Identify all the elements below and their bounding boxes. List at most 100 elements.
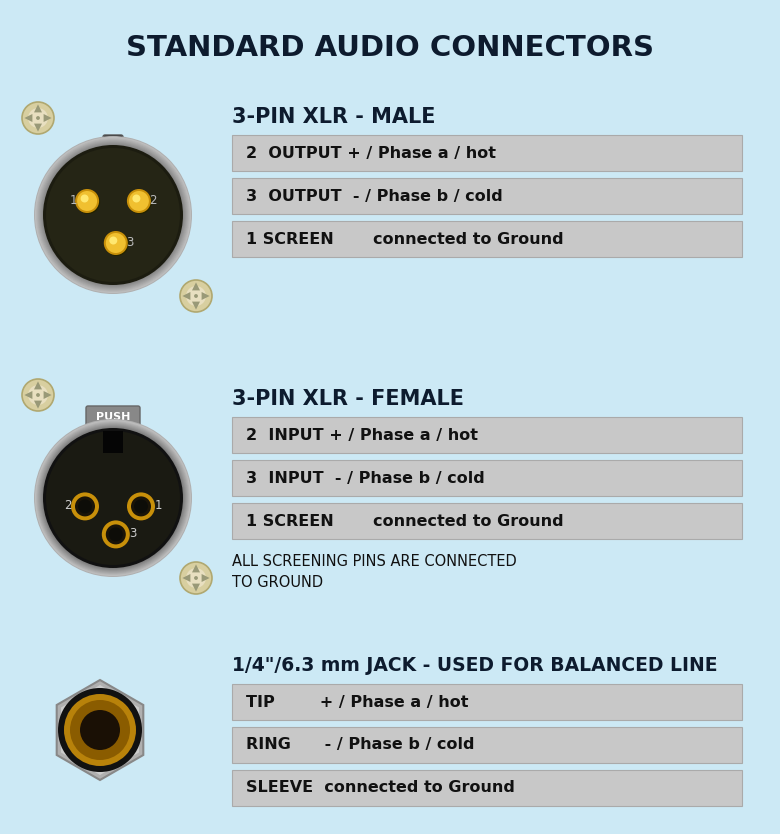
Circle shape xyxy=(128,190,152,214)
Polygon shape xyxy=(192,565,200,572)
Circle shape xyxy=(38,423,188,573)
Circle shape xyxy=(43,145,183,285)
Bar xyxy=(232,684,742,720)
Circle shape xyxy=(194,576,198,580)
Circle shape xyxy=(43,428,183,568)
Bar xyxy=(232,221,742,257)
Circle shape xyxy=(108,527,122,541)
Polygon shape xyxy=(24,391,33,399)
Circle shape xyxy=(36,393,40,397)
Circle shape xyxy=(105,232,129,256)
Text: SLEEVE  connected to Ground: SLEEVE connected to Ground xyxy=(246,781,515,796)
Bar xyxy=(232,417,742,453)
Circle shape xyxy=(104,231,128,255)
Text: 2  OUTPUT + / Phase a / hot: 2 OUTPUT + / Phase a / hot xyxy=(246,145,496,160)
Circle shape xyxy=(35,137,191,293)
Polygon shape xyxy=(183,574,190,582)
Circle shape xyxy=(39,424,187,572)
Bar xyxy=(232,135,742,171)
Circle shape xyxy=(64,694,136,766)
Circle shape xyxy=(37,422,189,574)
Polygon shape xyxy=(192,584,200,591)
Circle shape xyxy=(34,136,192,294)
Circle shape xyxy=(180,562,212,594)
Polygon shape xyxy=(44,114,51,122)
Text: 3-PIN XLR - FEMALE: 3-PIN XLR - FEMALE xyxy=(232,389,464,409)
Circle shape xyxy=(75,496,95,516)
Polygon shape xyxy=(57,680,144,780)
Text: 1/4"/6.3 mm JACK - USED FOR BALANCED LINE: 1/4"/6.3 mm JACK - USED FOR BALANCED LIN… xyxy=(232,656,718,675)
Text: 3: 3 xyxy=(129,527,136,540)
Polygon shape xyxy=(183,292,190,300)
Circle shape xyxy=(106,233,126,253)
FancyBboxPatch shape xyxy=(103,431,123,453)
Polygon shape xyxy=(201,574,210,582)
Circle shape xyxy=(80,710,120,750)
Bar xyxy=(232,727,742,763)
Circle shape xyxy=(46,431,180,565)
Circle shape xyxy=(194,294,198,298)
Text: 1: 1 xyxy=(69,193,77,207)
Circle shape xyxy=(28,385,48,405)
Text: 2: 2 xyxy=(149,193,157,207)
Circle shape xyxy=(77,191,97,211)
Circle shape xyxy=(186,568,206,588)
Circle shape xyxy=(131,496,151,516)
Circle shape xyxy=(102,520,129,549)
Text: TIP        + / Phase a / hot: TIP + / Phase a / hot xyxy=(246,695,469,710)
Circle shape xyxy=(40,142,186,288)
Text: 1: 1 xyxy=(154,499,161,512)
Polygon shape xyxy=(24,114,33,122)
Polygon shape xyxy=(34,123,42,132)
Text: ALL SCREENING PINS ARE CONNECTED
TO GROUND: ALL SCREENING PINS ARE CONNECTED TO GROU… xyxy=(232,554,516,590)
Text: 2: 2 xyxy=(64,499,72,512)
FancyBboxPatch shape xyxy=(86,406,140,428)
Circle shape xyxy=(40,425,186,571)
Polygon shape xyxy=(34,381,42,389)
Text: 1 SCREEN       connected to Ground: 1 SCREEN connected to Ground xyxy=(246,514,564,529)
Circle shape xyxy=(28,108,48,128)
Polygon shape xyxy=(34,400,42,409)
Text: 3  INPUT  - / Phase b / cold: 3 INPUT - / Phase b / cold xyxy=(246,470,484,485)
Circle shape xyxy=(129,191,149,211)
Circle shape xyxy=(46,148,180,282)
Polygon shape xyxy=(192,302,200,309)
Circle shape xyxy=(37,139,189,291)
Circle shape xyxy=(38,140,188,290)
Polygon shape xyxy=(34,104,42,113)
Circle shape xyxy=(36,421,190,575)
Polygon shape xyxy=(61,685,139,775)
Circle shape xyxy=(34,419,192,577)
Circle shape xyxy=(22,379,54,411)
Circle shape xyxy=(127,492,155,520)
Text: STANDARD AUDIO CONNECTORS: STANDARD AUDIO CONNECTORS xyxy=(126,34,654,62)
Bar xyxy=(232,503,742,539)
Text: 3: 3 xyxy=(126,235,133,249)
Circle shape xyxy=(22,102,54,134)
Circle shape xyxy=(109,237,117,244)
Polygon shape xyxy=(192,283,200,290)
Bar xyxy=(232,460,742,496)
Circle shape xyxy=(134,500,148,514)
Text: RING      - / Phase b / cold: RING - / Phase b / cold xyxy=(246,737,474,752)
Circle shape xyxy=(133,194,140,203)
Circle shape xyxy=(36,138,190,292)
Circle shape xyxy=(58,688,142,772)
Text: 1 SCREEN       connected to Ground: 1 SCREEN connected to Ground xyxy=(246,232,564,247)
Polygon shape xyxy=(201,292,210,300)
Circle shape xyxy=(75,189,99,213)
Circle shape xyxy=(106,525,126,545)
Text: 2  INPUT + / Phase a / hot: 2 INPUT + / Phase a / hot xyxy=(246,428,478,443)
Text: 3  OUTPUT  - / Phase b / cold: 3 OUTPUT - / Phase b / cold xyxy=(246,188,503,203)
Circle shape xyxy=(71,492,99,520)
Circle shape xyxy=(127,189,151,213)
Circle shape xyxy=(76,190,100,214)
Circle shape xyxy=(80,194,89,203)
Circle shape xyxy=(180,280,212,312)
Text: PUSH: PUSH xyxy=(96,412,130,422)
FancyBboxPatch shape xyxy=(103,135,123,149)
Circle shape xyxy=(186,286,206,306)
Circle shape xyxy=(70,700,130,760)
Circle shape xyxy=(35,420,191,576)
Bar xyxy=(232,770,742,806)
